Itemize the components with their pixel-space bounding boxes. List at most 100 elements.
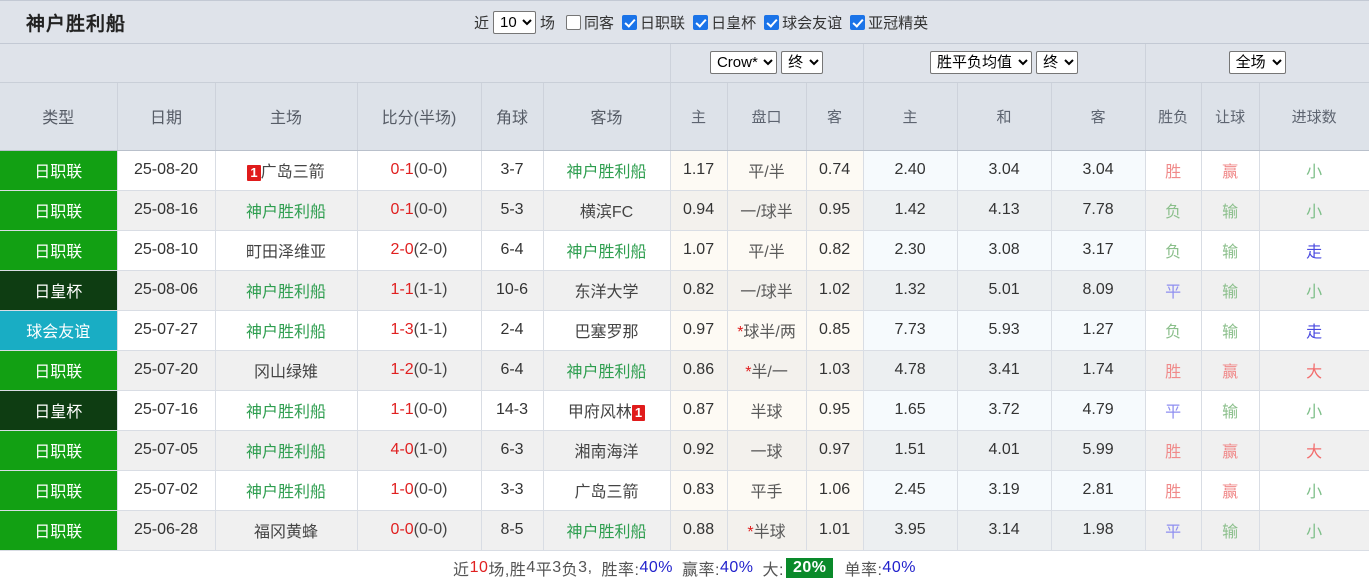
- league-badge: 日职联: [0, 190, 118, 231]
- table-row[interactable]: 日皇杯 25-08-06 神户胜利船 1-1(1-1) 10-6 东洋大学 0.82 一/球半…: [0, 270, 1369, 311]
- col-header-away[interactable]: 客场: [543, 82, 671, 151]
- match-result: 平: [1145, 390, 1202, 431]
- handicap-line: 一/球半: [727, 190, 807, 231]
- competition-checkbox-1[interactable]: [693, 14, 709, 30]
- col-header-hc-away[interactable]: 客: [806, 82, 864, 151]
- avg-odds-draw: 4.01: [957, 430, 1052, 471]
- handicap-result: 赢: [1201, 150, 1260, 191]
- goals-result: 走: [1259, 310, 1369, 351]
- goals-result: 大: [1259, 430, 1369, 471]
- avg-odds-away: 5.99: [1051, 430, 1146, 471]
- corner-score: 6-3: [481, 430, 544, 471]
- col-header-av-home[interactable]: 主: [863, 82, 958, 151]
- handicap-star-icon: *: [745, 364, 752, 381]
- handicap-home-odds: 0.88: [670, 510, 728, 551]
- home-team-cell: 神户胜利船: [215, 310, 358, 351]
- corner-score: 2-4: [481, 310, 544, 351]
- home-team-name: 福冈黄蜂: [253, 524, 318, 541]
- summary-odd-label: 单率:: [844, 561, 883, 579]
- handicap-home-odds: 0.86: [670, 350, 728, 391]
- home-team-cell: 町田泽维亚: [215, 230, 358, 271]
- col-header-av-draw[interactable]: 和: [957, 82, 1052, 151]
- competition-checkbox-2[interactable]: [764, 14, 780, 30]
- match-result: 胜: [1145, 150, 1202, 191]
- table-row[interactable]: 日职联 25-08-16 神户胜利船 0-1(0-0) 5-3 横滨FC 0.94 一/球半 0…: [0, 190, 1369, 231]
- col-header-hc-home[interactable]: 主: [670, 82, 728, 151]
- league-badge: 球会友谊: [0, 310, 118, 351]
- table-row[interactable]: 日皇杯 25-07-16 神户胜利船 1-1(0-0) 14-3 甲府风林 1 0.87 半球 0…: [0, 390, 1369, 431]
- recent-count-select[interactable]: 10: [493, 10, 537, 34]
- table-row[interactable]: 日职联 25-06-28 福冈黄蜂 0-0(0-0) 8-5 神户胜利船 0.88 *半球 1.…: [0, 510, 1369, 551]
- matches-label: 场: [540, 14, 556, 32]
- col-header-hc-line[interactable]: 盘口: [727, 82, 807, 151]
- period-selector-cell: 全场: [1145, 44, 1369, 83]
- avg-odds-draw: 3.41: [957, 350, 1052, 391]
- avg-odds-home: 1.65: [863, 390, 958, 431]
- home-team-cell: 1 广岛三箭: [215, 150, 358, 191]
- match-score: 0-1(0-0): [357, 190, 482, 231]
- col-header-type[interactable]: 类型: [0, 82, 118, 151]
- handicap-selectors-cell: Crow* 终: [670, 44, 864, 83]
- competition-checkbox-3[interactable]: [850, 14, 866, 30]
- home-team-cell: 冈山绿雉: [215, 350, 358, 391]
- avg-odds-draw: 3.14: [957, 510, 1052, 551]
- match-date: 25-07-02: [117, 470, 216, 511]
- away-team-cell: 神户胜利船: [543, 350, 671, 391]
- table-row[interactable]: 球会友谊 25-07-27 神户胜利船 1-3(1-1) 2-4 巴塞罗那 0.97 *球半/…: [0, 310, 1369, 351]
- away-team-name: 东洋大学: [574, 284, 639, 301]
- col-header-goals[interactable]: 进球数: [1259, 82, 1369, 151]
- match-history-panel: 神户胜利船 近 10 场 同客 日职联 日皇杯 球会友谊 亚冠精英: [0, 0, 1369, 544]
- odds-type-select[interactable]: 胜平负均值: [929, 51, 1032, 75]
- competition-checkbox-0[interactable]: [622, 14, 638, 30]
- col-header-home[interactable]: 主场: [215, 82, 358, 151]
- league-badge: 日皇杯: [0, 390, 118, 431]
- col-header-result[interactable]: 胜负: [1145, 82, 1202, 151]
- summary-odd-rate: 40%: [882, 558, 916, 576]
- avg-odds-away: 3.17: [1051, 230, 1146, 271]
- match-result: 负: [1145, 230, 1202, 271]
- table-row[interactable]: 日职联 25-07-02 神户胜利船 1-0(0-0) 3-3 广岛三箭 0.83 平手 1.0…: [0, 470, 1369, 511]
- handicap-result: 赢: [1201, 470, 1260, 511]
- avg-odds-draw: 3.04: [957, 150, 1052, 191]
- page-title: 神户胜利船: [26, 13, 127, 35]
- home-team-cell: 神户胜利船: [215, 390, 358, 431]
- match-score: 1-2(0-1): [357, 350, 482, 391]
- summary-count: 10: [469, 558, 489, 576]
- avg-odds-home: 2.30: [863, 230, 958, 271]
- col-header-score[interactable]: 比分(半场): [357, 82, 482, 151]
- away-team-name: 甲府风林: [567, 404, 632, 421]
- corner-score: 6-4: [481, 230, 544, 271]
- match-score: 4-0(1-0): [357, 430, 482, 471]
- table-row[interactable]: 日职联 25-07-20 冈山绿雉 1-2(0-1) 6-4 神户胜利船 0.86 *半/一 1…: [0, 350, 1369, 391]
- table-row[interactable]: 日职联 25-07-05 神户胜利船 4-0(1-0) 6-3 湘南海洋 0.92 一球 0.9…: [0, 430, 1369, 471]
- halftime-score: (1-0): [413, 441, 448, 458]
- corner-score: 10-6: [481, 270, 544, 311]
- selector-spacer-left: [0, 44, 671, 83]
- competition-label-0: 日职联: [640, 14, 686, 32]
- match-result: 胜: [1145, 430, 1202, 471]
- home-team-cell: 福冈黄蜂: [215, 510, 358, 551]
- handicap-stage-select[interactable]: 终: [781, 51, 824, 75]
- col-header-handicap-result[interactable]: 让球: [1201, 82, 1260, 151]
- col-header-corner[interactable]: 角球: [481, 82, 544, 151]
- away-team-cell: 湘南海洋: [543, 430, 671, 471]
- odds-stage-select[interactable]: 终: [1036, 51, 1079, 75]
- match-date: 25-06-28: [117, 510, 216, 551]
- bookmaker-select[interactable]: Crow*: [709, 51, 777, 75]
- match-score: 0-1(0-0): [357, 150, 482, 191]
- handicap-home-odds: 0.87: [670, 390, 728, 431]
- period-select[interactable]: 全场: [1228, 51, 1286, 75]
- col-header-av-away[interactable]: 客: [1051, 82, 1146, 151]
- away-team-cell: 东洋大学: [543, 270, 671, 311]
- avg-odds-away: 3.04: [1051, 150, 1146, 191]
- col-header-date[interactable]: 日期: [117, 82, 216, 151]
- same-venue-checkbox[interactable]: [566, 14, 582, 30]
- handicap-away-odds: 0.97: [806, 430, 864, 471]
- table-row[interactable]: 日职联 25-08-20 1 广岛三箭 0-1(0-0) 3-7 神户胜利船 1.17 平/半 0…: [0, 150, 1369, 191]
- match-date: 25-07-27: [117, 310, 216, 351]
- goals-result: 小: [1259, 390, 1369, 431]
- match-date: 25-07-05: [117, 430, 216, 471]
- summary-prefix: 近: [453, 561, 470, 579]
- avg-odds-away: 8.09: [1051, 270, 1146, 311]
- table-row[interactable]: 日职联 25-08-10 町田泽维亚 2-0(2-0) 6-4 神户胜利船 1.07 平/半 0…: [0, 230, 1369, 271]
